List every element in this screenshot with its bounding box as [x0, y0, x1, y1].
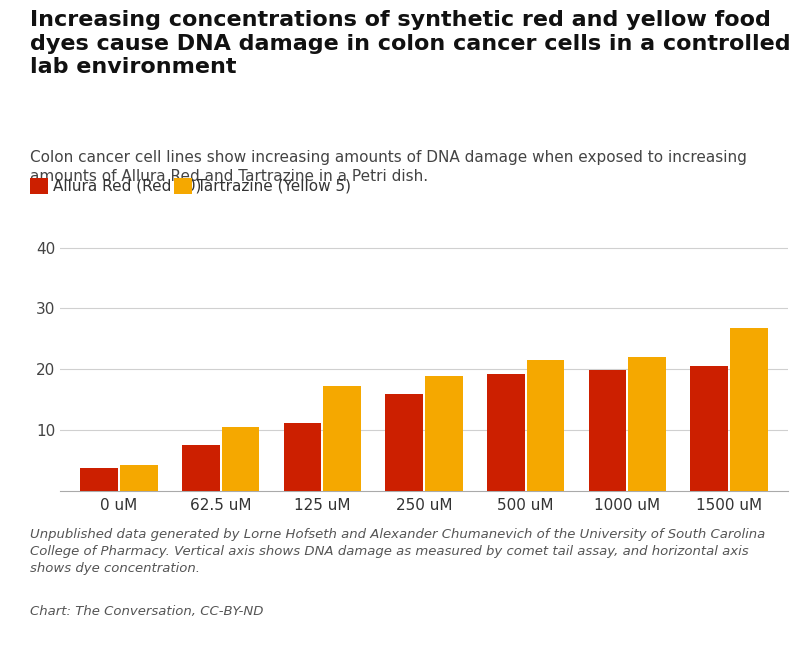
Bar	[386, 393, 423, 491]
Bar	[628, 357, 666, 491]
Bar	[284, 423, 322, 491]
Text: Colon cancer cell lines show increasing amounts of DNA damage when exposed to in: Colon cancer cell lines show increasing …	[30, 150, 747, 184]
Text: Allura Red (Red 40): Allura Red (Red 40)	[53, 179, 201, 194]
Text: Chart: The Conversation, CC-BY-ND: Chart: The Conversation, CC-BY-ND	[30, 605, 264, 617]
Text: Increasing concentrations of synthetic red and yellow food
dyes cause DNA damage: Increasing concentrations of synthetic r…	[30, 10, 791, 77]
Bar	[487, 373, 525, 491]
Bar	[526, 360, 564, 491]
Bar	[690, 366, 728, 491]
Bar	[182, 446, 220, 491]
Text: Unpublished data generated by Lorne Hofseth and Alexander Chumanevich of the Uni: Unpublished data generated by Lorne Hofs…	[30, 528, 766, 574]
Bar	[589, 371, 626, 491]
Bar	[425, 376, 462, 491]
Bar	[222, 427, 259, 491]
Bar	[80, 468, 118, 491]
Text: Tartrazine (Yellow 5): Tartrazine (Yellow 5)	[197, 179, 350, 194]
Bar	[323, 386, 361, 491]
Bar	[120, 466, 158, 491]
Bar	[730, 329, 768, 491]
